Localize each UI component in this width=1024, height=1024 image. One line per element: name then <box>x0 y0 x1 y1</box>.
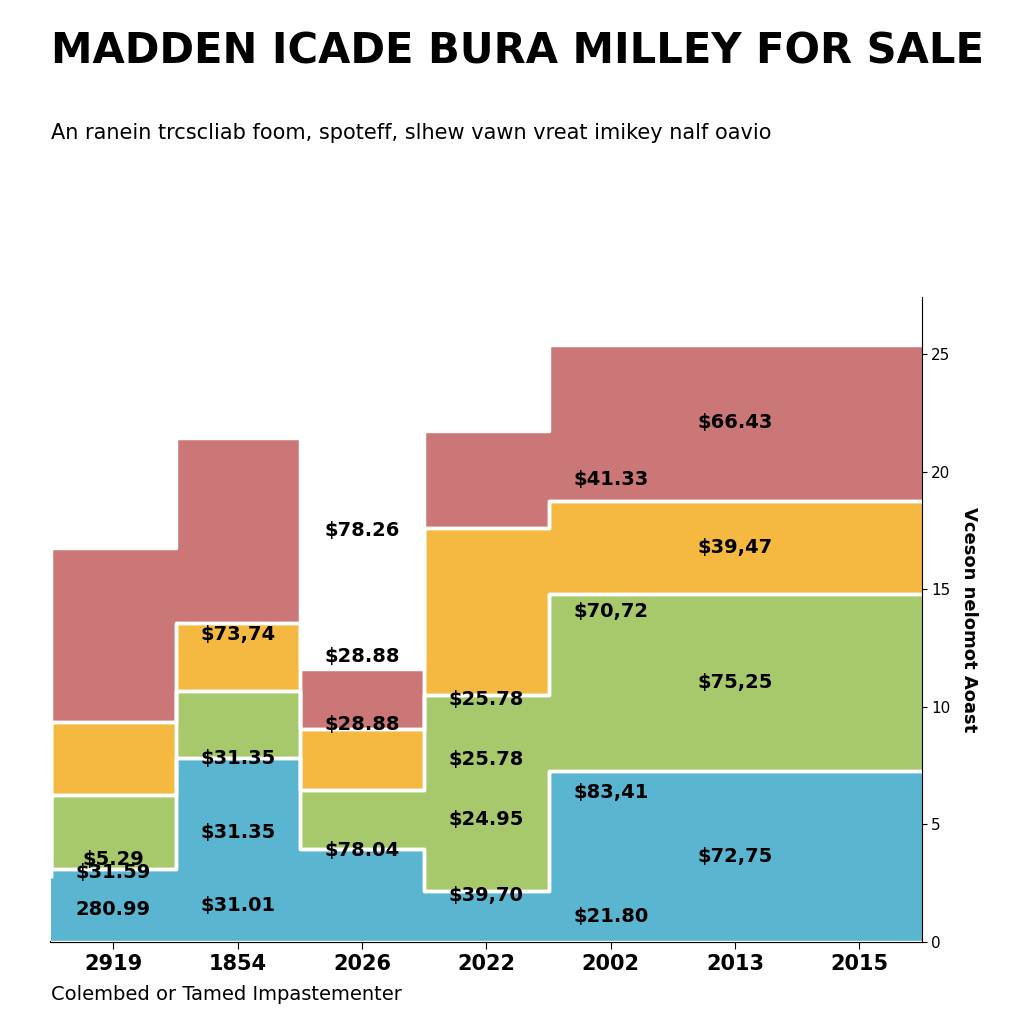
Text: $41.33: $41.33 <box>573 470 648 489</box>
Text: $31.59: $31.59 <box>76 863 151 882</box>
Text: $28.88: $28.88 <box>325 715 399 734</box>
Text: $73,74: $73,74 <box>200 626 275 644</box>
Text: $28.88: $28.88 <box>325 647 399 666</box>
Text: $70,72: $70,72 <box>573 602 648 621</box>
Text: $83,41: $83,41 <box>573 783 648 802</box>
Text: Colembed or Tamed Impastementer: Colembed or Tamed Impastementer <box>51 984 402 1004</box>
Text: $25.78: $25.78 <box>449 751 524 769</box>
Text: $25.78: $25.78 <box>449 689 524 709</box>
Text: $78.04: $78.04 <box>325 841 399 860</box>
Text: $72,75: $72,75 <box>697 847 773 866</box>
Text: $75,25: $75,25 <box>697 673 773 692</box>
Text: $5.29: $5.29 <box>83 850 144 869</box>
Text: $31.01: $31.01 <box>200 896 275 915</box>
Text: $66.43: $66.43 <box>697 414 773 432</box>
Text: An ranein trcscliab foom, spoteff, slhew vawn vreat imikey nalf oavio: An ranein trcscliab foom, spoteff, slhew… <box>51 123 772 143</box>
Text: $31.35: $31.35 <box>200 822 275 842</box>
Text: $24.95: $24.95 <box>449 810 524 828</box>
Text: $21.80: $21.80 <box>573 907 648 926</box>
Y-axis label: Vceson nelomot Aoast: Vceson nelomot Aoast <box>961 507 978 732</box>
Text: $31.35: $31.35 <box>200 749 275 768</box>
Text: $39,47: $39,47 <box>697 538 773 557</box>
Text: MADDEN ICADE BURA MILLEY FOR SALE: MADDEN ICADE BURA MILLEY FOR SALE <box>51 31 984 73</box>
Text: $78.26: $78.26 <box>325 521 399 540</box>
Text: $39,70: $39,70 <box>449 886 524 905</box>
Text: 280.99: 280.99 <box>76 899 151 919</box>
